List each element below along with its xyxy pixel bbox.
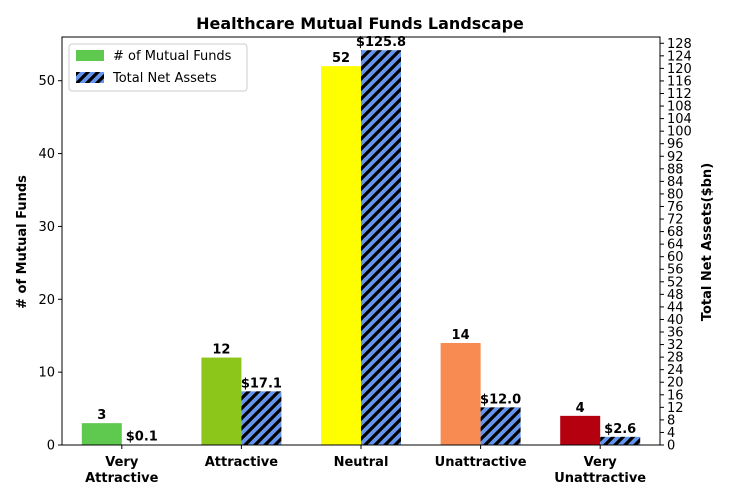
legend-label-mutual-funds: # of Mutual Funds — [113, 49, 232, 64]
y-tick-label-left: 10 — [38, 366, 55, 381]
y-tick-label-right: 112 — [667, 87, 692, 102]
bar-net-assets — [361, 50, 401, 445]
data-label-net-assets: $12.0 — [480, 392, 521, 407]
data-label-mutual-funds: 12 — [212, 343, 230, 358]
legend-label-net-assets: Total Net Assets — [112, 71, 217, 86]
y-tick-label-right: 92 — [667, 150, 684, 165]
y-tick-label-right: 40 — [667, 313, 684, 328]
bar-net-assets — [480, 407, 521, 445]
y-tick-label-right: 120 — [667, 62, 692, 77]
y-tick-label-right: 60 — [667, 250, 684, 265]
bar-net-assets — [600, 436, 641, 445]
y-tick-label-left: 0 — [47, 439, 55, 454]
y-tick-label-left: 20 — [38, 293, 55, 308]
y-tick-label-right: 124 — [667, 49, 692, 64]
y-tick-label-right: 104 — [667, 112, 692, 127]
y-tick-label-left: 40 — [38, 147, 55, 162]
bar-mutual-funds — [321, 66, 361, 446]
y-tick-label-right: 16 — [667, 388, 684, 403]
y-tick-label-right: 24 — [667, 363, 684, 378]
y-tick-label-right: 48 — [667, 288, 684, 303]
y-tick-label-right: 44 — [667, 300, 684, 315]
y-tick-label-right: 12 — [667, 401, 684, 416]
y-tick-label-right: 52 — [667, 275, 684, 290]
y-tick-label-right: 116 — [667, 74, 692, 89]
y-tick-label-right: 0 — [667, 439, 675, 454]
y-tick-label-right: 8 — [667, 413, 675, 428]
plot-area: 3 $0.1 12 $17.1 52 $125.8 14 $12.0 4 $2.6 — [81, 35, 641, 446]
y-tick-label-right: 108 — [667, 100, 692, 115]
bar-mutual-funds — [440, 343, 481, 445]
y-tick-label-right: 20 — [667, 376, 684, 391]
y-tick-label-right: 80 — [667, 187, 684, 202]
y-tick-label-right: 36 — [667, 326, 684, 341]
y-tick-label-left: 50 — [38, 74, 55, 89]
y-tick-label-right: 100 — [667, 125, 692, 140]
y-tick-label-left: 30 — [38, 220, 55, 235]
legend-swatch-mutual-funds — [76, 50, 104, 61]
data-label-mutual-funds: 4 — [576, 401, 585, 416]
bar-mutual-funds — [560, 415, 601, 445]
y-tick-label-right: 56 — [667, 263, 684, 278]
data-label-mutual-funds: 3 — [97, 408, 106, 423]
bar-mutual-funds — [81, 423, 122, 445]
data-label-net-assets: $125.8 — [356, 35, 406, 50]
y-tick-label-right: 88 — [667, 162, 684, 177]
x-tick-label: Very — [584, 455, 618, 470]
y-tick-label-right: 28 — [667, 351, 684, 366]
legend-swatch-net-assets — [76, 72, 104, 83]
data-label-mutual-funds: 52 — [332, 51, 350, 66]
y-tick-label-right: 84 — [667, 175, 684, 190]
data-label-net-assets: $2.6 — [604, 422, 636, 437]
y-tick-label-right: 64 — [667, 238, 684, 253]
data-label-mutual-funds: 14 — [452, 328, 470, 343]
data-label-net-assets: $0.1 — [126, 430, 158, 445]
x-tick-label: Attractive — [85, 471, 159, 486]
legend: # of Mutual Funds Total Net Assets — [68, 43, 248, 92]
y-tick-label-right: 68 — [667, 225, 684, 240]
y-axis-label-right: Total Net Assets($bn) — [700, 163, 715, 321]
x-tick-label: Neutral — [334, 455, 389, 470]
x-tick-label: Unattractive — [554, 471, 646, 486]
x-tick-label: Very — [105, 455, 139, 470]
y-tick-label-right: 128 — [667, 37, 692, 52]
bar-net-assets — [241, 391, 282, 445]
data-label-net-assets: $17.1 — [241, 376, 282, 391]
y-tick-label-right: 72 — [667, 213, 684, 228]
y-tick-label-right: 96 — [667, 137, 684, 152]
x-tick-label: Unattractive — [435, 455, 527, 470]
y-tick-label-right: 76 — [667, 200, 684, 215]
chart-title: Healthcare Mutual Funds Landscape — [196, 14, 524, 33]
bar-mutual-funds — [201, 357, 242, 445]
x-tick-label: Attractive — [205, 455, 279, 470]
y-axis-label-left: # of Mutual Funds — [15, 175, 30, 309]
y-tick-label-right: 32 — [667, 338, 684, 353]
y-tick-label-right: 4 — [667, 426, 675, 441]
plot-frame — [61, 36, 661, 446]
legend-box — [68, 43, 248, 92]
